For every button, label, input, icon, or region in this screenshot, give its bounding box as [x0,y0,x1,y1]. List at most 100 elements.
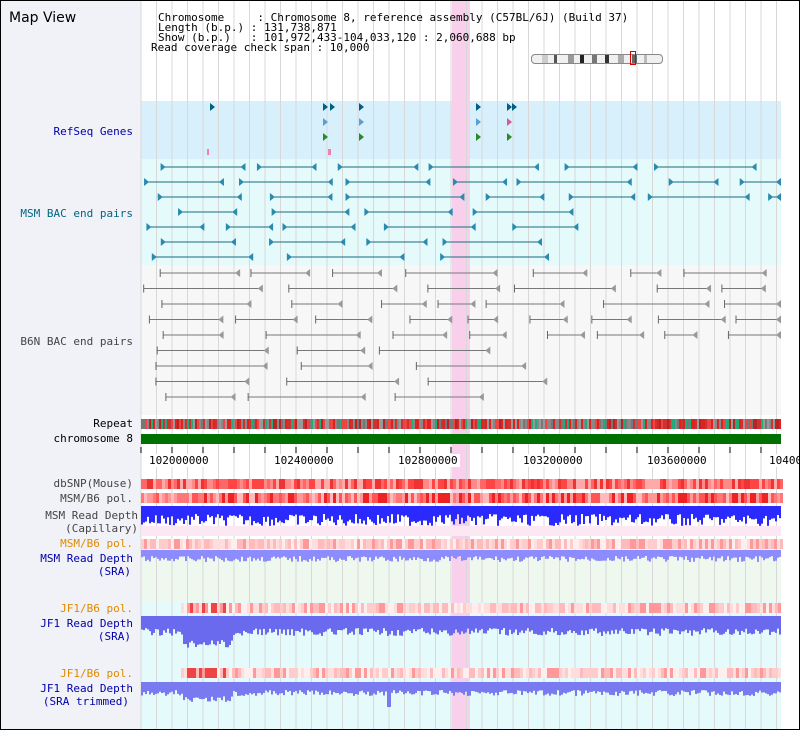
repeat-segment [257,419,259,429]
depth-bar [339,682,341,695]
repeat-segment [717,419,719,429]
depth-bar [343,682,345,692]
track-label-msm-bac[interactable]: MSM BAC end pairs [20,207,133,220]
bac-end-marker [706,284,712,293]
depth-bar [731,682,733,692]
heat-cell [316,668,319,678]
depth-bar [531,550,533,557]
heat-cell [667,668,670,678]
repeat-segment [463,419,465,429]
depth-bar [367,682,369,692]
depth-bar [289,616,291,636]
depth-bar [261,506,263,526]
depth-bar [377,682,379,691]
heat-cell [676,603,679,613]
depth-bar [571,616,573,633]
chromosome-ideogram[interactable] [531,54,663,64]
depth-bar [231,506,233,516]
heat-cell [477,479,480,489]
depth-bar [313,506,315,516]
heat-cell [192,493,195,503]
depth-bar [145,616,147,629]
track-label-msm-depth-capillary-sub: (Capillary) [65,522,138,535]
depth-bar [155,682,157,694]
repeat-segment [443,419,445,429]
depth-bar [311,682,313,691]
heat-cell [679,668,682,678]
depth-bar [321,682,323,693]
depth-bar [331,550,333,558]
depth-bar [275,682,277,694]
track-label-jf1-b6-pol-2[interactable]: JF1/B6 pol. [60,667,133,680]
ideogram-band [568,55,574,63]
track-label-msm-depth-sra[interactable]: MSM Read Depth [40,552,133,565]
heat-cell [562,668,565,678]
track-label-jf1-b6-pol[interactable]: JF1/B6 pol. [60,602,133,615]
repeat-segment [353,419,355,429]
track-label-repeat[interactable]: Repeat [93,417,133,430]
bac-end-marker [160,163,166,171]
heat-cell [711,479,714,489]
ideogram-position-marker[interactable] [630,51,636,65]
depth-bar [295,550,297,560]
track-label-dbsnp[interactable]: dbSNP(Mouse) [53,477,133,490]
depth-bar [707,616,709,630]
heat-cell [540,479,543,489]
track-label-b6n-bac[interactable]: B6N BAC end pairs [20,335,133,348]
track-label-chromosome[interactable]: chromosome 8 [53,432,133,445]
track-label-jf1-depth-trimmed[interactable]: JF1 Read Depth [40,682,133,695]
bac-end-marker [542,377,548,386]
repeat-segment [157,419,159,429]
depth-bar [291,682,293,696]
track-label-jf1-depth-sra[interactable]: JF1 Read Depth [40,617,133,630]
depth-bar [173,682,175,695]
depth-bar [241,550,243,557]
depth-bar [411,506,413,522]
heat-cell [756,493,759,503]
depth-bar [527,682,529,694]
heat-cell [760,603,763,613]
depth-bar [703,506,705,518]
depth-bar [431,616,433,629]
depth-bar [599,506,601,515]
heat-cell [396,479,399,489]
heat-cell [262,668,265,678]
depth-bar [191,682,193,702]
depth-bar [415,506,417,523]
depth-bar [353,550,355,561]
depth-bar [593,682,595,691]
depth-bar [713,682,715,692]
depth-bar [573,616,575,631]
heat-cell [429,479,432,489]
depth-bar [313,550,315,557]
depth-bar [627,550,629,559]
depth-bar [217,682,219,698]
bac-end-marker [367,315,373,324]
depth-bar [311,616,313,633]
repeat-segment [501,419,503,429]
depth-bar [619,616,621,631]
heat-cell [546,479,549,489]
heat-cell [186,479,189,489]
track-label-msm-depth-capillary[interactable]: MSM Read Depth [45,509,138,522]
heat-cell [511,603,514,613]
depth-bar [365,682,367,695]
track-label-msm-b6-pol-2[interactable]: MSM/B6 pol. [60,537,133,550]
heat-cell [300,479,303,489]
heat-cell [729,479,732,489]
depth-bar [219,682,221,698]
heat-cell [505,668,508,678]
depth-bar [657,550,659,557]
track-label-msm-b6-pol[interactable]: MSM/B6 pol. [60,492,133,505]
heat-cell [607,668,610,678]
depth-bar [351,682,353,694]
heat-cell [456,539,459,549]
track-label-refseq[interactable]: RefSeq Genes [53,125,133,138]
depth-bar [537,506,539,515]
depth-bar [763,616,765,631]
depth-bar [289,550,291,559]
heat-cell [577,668,580,678]
heat-cell [625,668,628,678]
heat-cell [609,539,612,549]
heat-cell [334,603,337,613]
